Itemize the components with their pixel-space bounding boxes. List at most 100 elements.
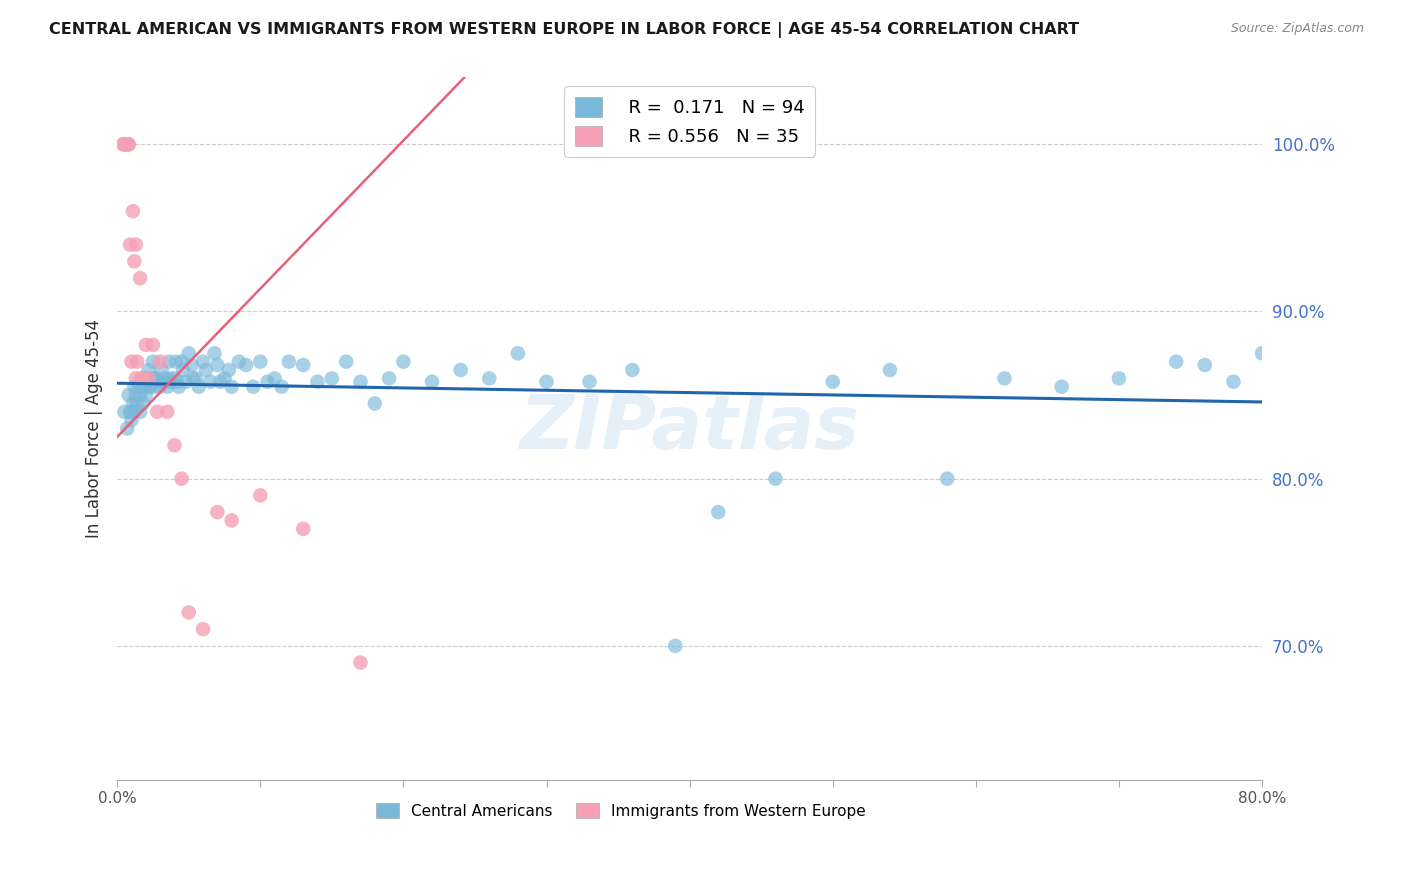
Point [200, 375, 222, 389]
Point [207, 358, 229, 372]
Point [124, 254, 146, 268]
Point [194, 363, 217, 377]
Y-axis label: In Labor Force | Age 45-54: In Labor Force | Age 45-54 [86, 319, 103, 538]
Point [135, 338, 157, 352]
Point [120, 237, 142, 252]
Point [125, 237, 148, 252]
Point [146, 405, 169, 419]
Point [149, 354, 172, 368]
Point [207, 505, 229, 519]
Point [134, 380, 156, 394]
Point [124, 380, 146, 394]
Point [112, 137, 135, 152]
Point [142, 354, 165, 368]
Point [664, 639, 686, 653]
Point [191, 622, 214, 636]
Point [170, 354, 193, 368]
Point [1251, 346, 1274, 360]
Point [765, 472, 787, 486]
Point [228, 354, 250, 368]
Point [127, 396, 149, 410]
Point [135, 388, 157, 402]
Legend: Central Americans, Immigrants from Western Europe: Central Americans, Immigrants from Weste… [370, 797, 872, 824]
Text: CENTRAL AMERICAN VS IMMIGRANTS FROM WESTERN EUROPE IN LABOR FORCE | AGE 45-54 CO: CENTRAL AMERICAN VS IMMIGRANTS FROM WEST… [49, 22, 1080, 38]
Point [242, 380, 264, 394]
Point [221, 380, 243, 394]
Point [181, 371, 204, 385]
Point [131, 371, 153, 385]
Point [936, 472, 959, 486]
Point [177, 346, 200, 360]
Point [120, 405, 142, 419]
Point [349, 375, 371, 389]
Point [115, 137, 138, 152]
Point [129, 405, 152, 419]
Point [142, 371, 165, 385]
Point [707, 505, 730, 519]
Point [177, 606, 200, 620]
Point [115, 137, 138, 152]
Point [160, 375, 183, 389]
Point [191, 354, 214, 368]
Point [420, 375, 443, 389]
Point [172, 363, 194, 377]
Point [117, 137, 139, 152]
Point [256, 375, 278, 389]
Point [209, 375, 232, 389]
Point [218, 363, 240, 377]
Point [125, 371, 148, 385]
Point [132, 371, 155, 385]
Point [122, 396, 145, 410]
Point [114, 137, 136, 152]
Point [163, 438, 186, 452]
Point [131, 380, 153, 394]
Point [536, 375, 558, 389]
Point [143, 380, 166, 394]
Point [174, 375, 197, 389]
Point [125, 388, 148, 402]
Point [149, 380, 172, 394]
Point [450, 363, 472, 377]
Point [270, 380, 292, 394]
Point [138, 363, 160, 377]
Point [153, 371, 176, 385]
Text: Source: ZipAtlas.com: Source: ZipAtlas.com [1230, 22, 1364, 36]
Point [124, 405, 146, 419]
Point [122, 204, 145, 219]
Point [204, 346, 226, 360]
Point [263, 371, 285, 385]
Point [180, 358, 202, 372]
Point [277, 354, 299, 368]
Point [249, 488, 271, 502]
Point [150, 363, 173, 377]
Point [114, 137, 136, 152]
Point [111, 137, 134, 152]
Point [132, 396, 155, 410]
Point [378, 371, 401, 385]
Point [221, 513, 243, 527]
Point [138, 371, 160, 385]
Point [879, 363, 901, 377]
Text: ZIPatlas: ZIPatlas [520, 392, 859, 465]
Point [1108, 371, 1130, 385]
Point [132, 371, 155, 385]
Point [214, 371, 236, 385]
Point [292, 522, 315, 536]
Point [166, 375, 188, 389]
Point [139, 380, 162, 394]
Point [136, 371, 159, 385]
Point [235, 358, 257, 372]
Point [165, 354, 187, 368]
Point [159, 371, 181, 385]
Point [121, 405, 143, 419]
Point [1166, 354, 1188, 368]
Point [115, 137, 138, 152]
Point [156, 380, 179, 394]
Point [157, 354, 180, 368]
Point [249, 354, 271, 368]
Point [349, 656, 371, 670]
Point [163, 371, 186, 385]
Point [1194, 358, 1216, 372]
Point [115, 421, 138, 435]
Point [478, 371, 501, 385]
